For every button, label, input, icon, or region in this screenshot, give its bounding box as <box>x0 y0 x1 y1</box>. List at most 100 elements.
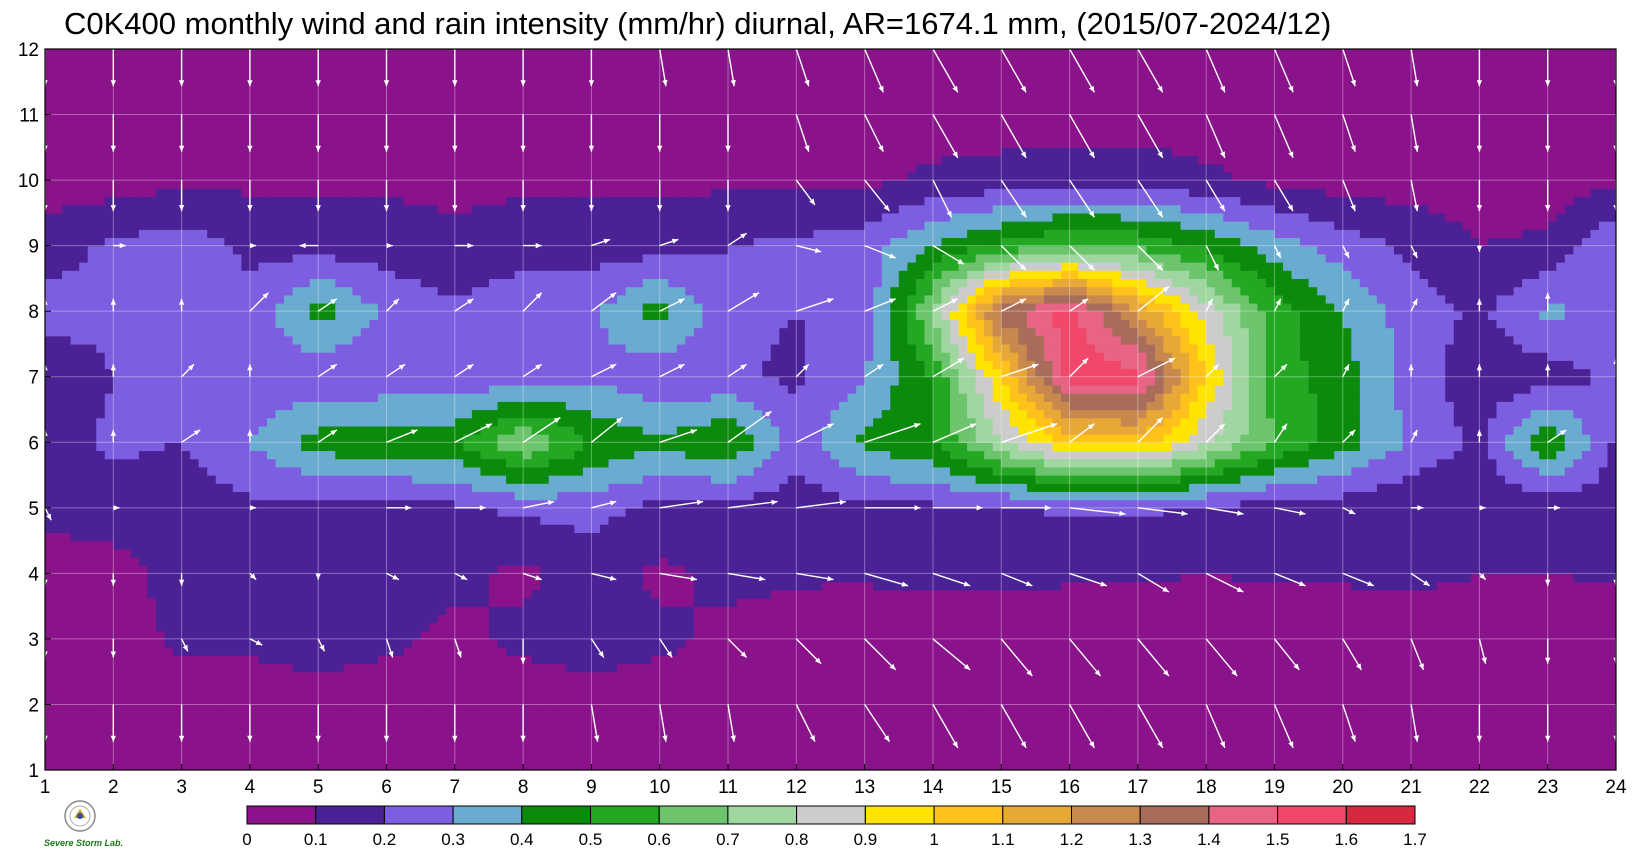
heat-cell <box>1376 753 1387 763</box>
heat-cell <box>736 573 746 583</box>
heat-cell <box>839 573 849 583</box>
heat-cell <box>1265 729 1276 738</box>
heat-cell <box>1573 663 1583 673</box>
heat-cell <box>659 606 669 615</box>
heat-cell <box>480 565 490 574</box>
heat-cell <box>856 737 866 747</box>
heat-cell <box>1086 696 1096 706</box>
heat-cell <box>1086 565 1096 574</box>
heat-cell <box>1453 729 1463 738</box>
heat-cell <box>301 581 311 591</box>
heat-cell <box>301 655 311 665</box>
heat-cell <box>770 589 780 599</box>
heat-cell <box>745 704 755 714</box>
heat-cell <box>1086 630 1096 640</box>
heat-cell <box>232 589 242 599</box>
heat-cell <box>369 704 379 714</box>
heat-cell <box>1359 647 1369 656</box>
heat-cell <box>198 597 208 607</box>
heat-cell <box>1351 597 1361 607</box>
heat-cell <box>856 573 866 583</box>
heat-cell <box>1180 647 1190 656</box>
heat-cell <box>113 638 123 648</box>
heat-cell <box>1590 720 1600 730</box>
heat-cell <box>1189 720 1199 730</box>
heat-cell <box>1069 565 1079 574</box>
heat-cell <box>1598 729 1609 738</box>
heat-cell <box>198 753 208 763</box>
heat-cell <box>599 712 610 722</box>
heat-cell <box>984 556 994 566</box>
heat-cell <box>497 630 507 640</box>
heat-cell <box>164 565 174 574</box>
heat-cell <box>1547 597 1557 607</box>
heat-cell <box>1513 753 1523 763</box>
heat-cell <box>1308 573 1318 583</box>
heat-cell <box>1317 581 1327 591</box>
heat-cell <box>514 663 524 673</box>
heat-cell <box>1598 548 1609 558</box>
heat-cell <box>284 540 294 550</box>
heat-cell <box>659 761 669 770</box>
heat-cell <box>1026 729 1037 738</box>
heat-cell <box>941 638 951 648</box>
heat-cell <box>1351 663 1361 673</box>
heat-cell <box>1197 630 1207 640</box>
heat-cell <box>651 720 661 730</box>
heat-cell <box>138 655 149 665</box>
heat-cell <box>710 565 721 574</box>
heat-cell <box>1043 548 1054 558</box>
heat-cell <box>779 589 789 599</box>
heat-cell <box>1112 581 1122 591</box>
heat-cell <box>1086 614 1096 624</box>
heat-cell <box>1317 712 1327 722</box>
heat-cell <box>770 565 780 574</box>
heat-cell <box>309 638 319 648</box>
heat-cell <box>1564 745 1574 755</box>
heat-cell <box>1547 606 1557 615</box>
heat-cell <box>309 704 319 714</box>
heat-cell <box>420 704 430 714</box>
heat-cell <box>1598 737 1609 747</box>
heat-cell <box>70 745 80 755</box>
heat-cell <box>1300 704 1310 714</box>
heat-cell <box>1334 638 1344 648</box>
heat-cell <box>599 679 610 689</box>
heat-cell <box>890 630 900 640</box>
heat-cell <box>1496 638 1506 648</box>
heat-cell <box>96 729 106 738</box>
heat-cell <box>676 556 686 566</box>
heat-cell <box>1180 597 1190 607</box>
heat-cell <box>890 548 900 558</box>
heat-cell <box>130 548 140 558</box>
heat-cell <box>813 671 823 681</box>
heat-cell <box>821 720 832 730</box>
heat-cell <box>454 565 464 574</box>
heat-cell <box>1001 688 1011 697</box>
heat-cell <box>728 745 738 755</box>
heat-cell <box>582 647 593 656</box>
heat-cell <box>130 647 140 656</box>
heat-cell <box>1078 647 1088 656</box>
heat-cell <box>557 671 567 681</box>
heat-cell <box>856 638 866 648</box>
heat-cell <box>429 745 439 755</box>
heat-cell <box>873 581 883 591</box>
heat-cell <box>301 729 311 738</box>
heat-cell <box>1129 606 1139 615</box>
heat-cell <box>685 688 695 697</box>
heat-cell <box>1069 597 1079 607</box>
heat-cell <box>1300 589 1310 599</box>
heat-cell <box>915 712 926 722</box>
heat-cell <box>1428 753 1438 763</box>
heat-cell <box>1334 761 1344 770</box>
heat-cell <box>608 548 618 558</box>
heat-cell <box>377 704 388 714</box>
heat-cell <box>249 696 260 706</box>
heat-cell <box>1598 581 1609 591</box>
heat-cell <box>301 548 311 558</box>
heat-cell <box>625 614 635 624</box>
heat-cell <box>284 704 294 714</box>
heat-cell <box>301 761 311 770</box>
heat-cell <box>1317 655 1327 665</box>
